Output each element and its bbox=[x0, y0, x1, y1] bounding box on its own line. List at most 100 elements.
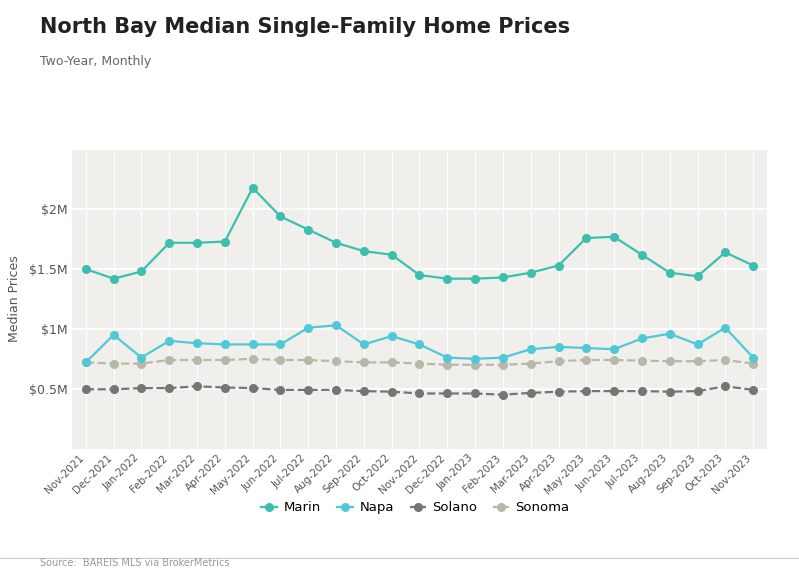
Marin bbox=[582, 235, 591, 242]
Line: Sonoma: Sonoma bbox=[82, 355, 757, 369]
Sonoma bbox=[526, 360, 535, 367]
Solano bbox=[471, 390, 480, 397]
Napa bbox=[304, 324, 313, 331]
Solano bbox=[332, 386, 341, 393]
Text: Source:  BAREIS MLS via BrokerMetrics: Source: BAREIS MLS via BrokerMetrics bbox=[40, 558, 229, 568]
Sonoma bbox=[193, 356, 202, 363]
Sonoma bbox=[498, 361, 507, 368]
Marin bbox=[81, 266, 90, 273]
Marin bbox=[554, 262, 563, 269]
Sonoma bbox=[248, 355, 257, 362]
Napa bbox=[81, 359, 90, 366]
Napa bbox=[498, 354, 507, 361]
Napa bbox=[749, 354, 758, 361]
Sonoma bbox=[749, 360, 758, 367]
Sonoma bbox=[471, 361, 480, 368]
Marin bbox=[749, 262, 758, 269]
Sonoma bbox=[387, 359, 396, 366]
Solano bbox=[81, 386, 90, 393]
Sonoma bbox=[665, 358, 674, 365]
Solano bbox=[554, 388, 563, 395]
Solano bbox=[693, 388, 702, 394]
Solano bbox=[276, 386, 285, 393]
Solano bbox=[220, 384, 229, 391]
Solano bbox=[387, 388, 396, 395]
Sonoma bbox=[81, 359, 90, 366]
Solano bbox=[359, 388, 368, 394]
Solano bbox=[304, 386, 313, 393]
Napa bbox=[359, 341, 368, 348]
Marin bbox=[220, 238, 229, 245]
Napa bbox=[443, 354, 452, 361]
Marin bbox=[637, 251, 646, 258]
Marin bbox=[359, 248, 368, 255]
Marin bbox=[498, 274, 507, 281]
Line: Solano: Solano bbox=[82, 382, 757, 398]
Solano bbox=[443, 390, 452, 397]
Napa bbox=[276, 341, 285, 348]
Sonoma bbox=[109, 360, 118, 367]
Napa bbox=[526, 346, 535, 352]
Napa bbox=[471, 355, 480, 362]
Line: Napa: Napa bbox=[82, 321, 757, 366]
Solano bbox=[415, 390, 424, 397]
Sonoma bbox=[165, 356, 174, 363]
Napa bbox=[248, 341, 257, 348]
Napa bbox=[193, 340, 202, 347]
Solano bbox=[193, 383, 202, 390]
Sonoma bbox=[554, 358, 563, 365]
Napa bbox=[387, 332, 396, 339]
Marin bbox=[415, 271, 424, 278]
Napa bbox=[582, 344, 591, 351]
Marin bbox=[610, 233, 619, 240]
Sonoma bbox=[359, 359, 368, 366]
Napa bbox=[165, 338, 174, 344]
Napa bbox=[665, 330, 674, 337]
Solano bbox=[721, 383, 730, 390]
Marin bbox=[443, 275, 452, 282]
Sonoma bbox=[582, 356, 591, 363]
Text: Two-Year, Monthly: Two-Year, Monthly bbox=[40, 55, 151, 68]
Sonoma bbox=[332, 358, 341, 365]
Napa bbox=[220, 341, 229, 348]
Napa bbox=[554, 343, 563, 350]
Napa bbox=[637, 335, 646, 342]
Marin bbox=[387, 251, 396, 258]
Marin bbox=[304, 226, 313, 233]
Marin bbox=[665, 269, 674, 276]
Marin bbox=[721, 249, 730, 256]
Solano bbox=[582, 388, 591, 394]
Solano bbox=[165, 385, 174, 392]
Line: Marin: Marin bbox=[82, 184, 757, 282]
Sonoma bbox=[137, 360, 146, 367]
Solano bbox=[109, 386, 118, 393]
Solano bbox=[137, 385, 146, 392]
Sonoma bbox=[304, 356, 313, 363]
Napa bbox=[332, 322, 341, 329]
Marin bbox=[248, 185, 257, 191]
Napa bbox=[137, 354, 146, 361]
Marin bbox=[526, 269, 535, 276]
Napa bbox=[610, 346, 619, 352]
Solano bbox=[637, 388, 646, 394]
Marin bbox=[109, 275, 118, 282]
Sonoma bbox=[637, 357, 646, 364]
Napa bbox=[693, 341, 702, 348]
Marin bbox=[332, 239, 341, 246]
Marin bbox=[693, 273, 702, 279]
Solano bbox=[610, 388, 619, 394]
Marin bbox=[165, 239, 174, 246]
Marin bbox=[193, 239, 202, 246]
Solano bbox=[248, 385, 257, 392]
Sonoma bbox=[220, 356, 229, 363]
Marin bbox=[137, 268, 146, 275]
Solano bbox=[526, 389, 535, 396]
Solano bbox=[498, 391, 507, 398]
Sonoma bbox=[276, 356, 285, 363]
Marin bbox=[276, 213, 285, 220]
Solano bbox=[665, 388, 674, 395]
Solano bbox=[749, 386, 758, 393]
Sonoma bbox=[443, 361, 452, 368]
Sonoma bbox=[721, 356, 730, 363]
Marin bbox=[471, 275, 480, 282]
